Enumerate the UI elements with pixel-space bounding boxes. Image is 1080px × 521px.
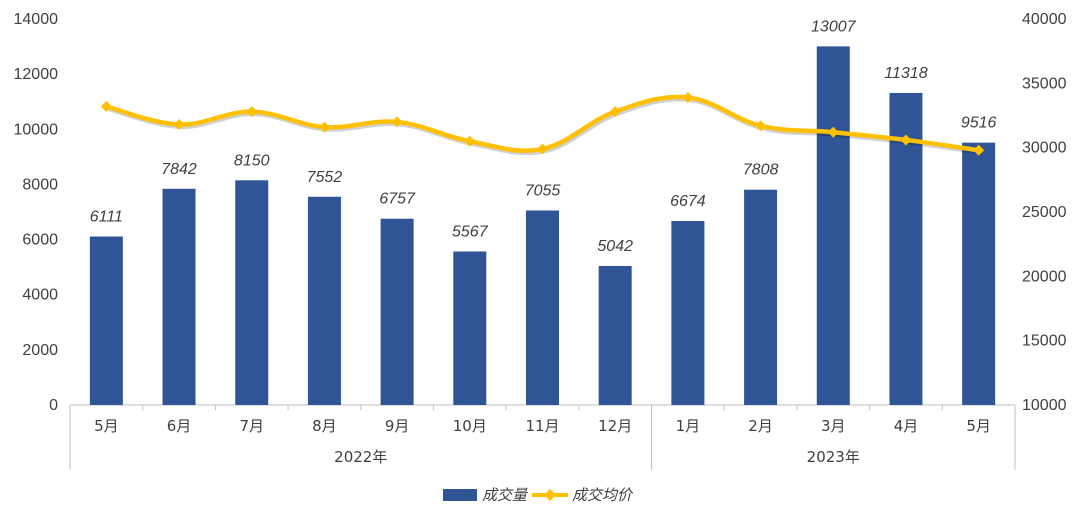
y-left-tick-label: 8000 [22,176,58,193]
x-category-label: 5月 [94,417,119,435]
line-marker [537,143,548,155]
y-left-tick-label: 6000 [22,232,58,249]
y-left-tick-label: 0 [49,397,58,414]
line-marker [973,144,985,156]
group-label: 2022年 [334,448,387,466]
legend-label: 成交量 [482,486,529,504]
bar [89,236,123,405]
x-category-label: 7月 [239,417,264,435]
bar [235,180,269,405]
legend-label: 成交均价 [572,486,634,504]
data-label: 11318 [884,65,927,82]
bar [526,210,559,405]
y-left-tick-label: 14000 [14,11,59,28]
legend-swatch-bar [443,489,477,501]
data-label: 5567 [452,224,489,241]
line-marker [100,100,112,112]
x-category-label: 2月 [748,417,773,435]
bar [453,251,487,405]
x-category-label: 3月 [821,417,846,435]
y-right-tick-label: 25000 [1022,204,1067,221]
line-marker [682,91,694,103]
x-category-label: 4月 [894,417,919,435]
x-category-label: 12月 [598,417,632,435]
y-left-tick-label: 12000 [14,66,59,83]
data-label: 7055 [525,182,561,199]
line-marker [900,134,912,146]
y-right-tick-label: 30000 [1022,140,1067,157]
bar [962,142,996,405]
data-label: 7808 [743,162,779,179]
data-label: 6757 [379,191,416,208]
y-left-tick-label: 4000 [22,287,58,304]
y-left-tick-label: 2000 [22,342,58,359]
bar [671,220,705,405]
bar-series [89,46,996,406]
data-label: 6674 [670,193,706,210]
line-marker [755,120,767,132]
bar [598,265,632,405]
line-series [100,91,985,156]
axes: 0 2000 4000 6000 8000 10000 12000 14000 10000 150… [14,11,1067,470]
data-label: 7552 [307,169,343,186]
group-label: 2023年 [807,448,860,466]
bar [380,218,414,405]
x-category-label: 6月 [167,417,192,435]
x-category-label: 5月 [966,417,991,435]
line-marker [827,126,839,138]
line-marker [318,121,330,133]
x-category-label: 8月 [312,417,337,435]
x-category-label: 1月 [676,417,701,435]
line-marker [173,119,185,131]
line-marker [246,106,258,118]
data-label: 7842 [161,161,197,178]
y-right-tick-label: 35000 [1022,75,1067,92]
legend: 成交量 成交均价 [443,486,634,504]
bar [744,189,778,405]
data-label: 13007 [811,18,857,35]
line-marker [391,116,403,128]
data-label: 9516 [961,115,997,132]
y-right-tick-label: 10000 [1022,397,1067,414]
x-category-label: 9月 [385,417,410,435]
data-labels: 6111 7842 8150 7552 6757 5567 7055 5042 6674 7808… [90,18,997,255]
bar [162,188,196,405]
x-category-label: 10月 [453,417,487,435]
line-marker [609,106,621,118]
x-category-label: 11月 [525,417,559,435]
legend-swatch-marker [544,489,556,501]
bar [816,46,850,406]
y-right-tick-label: 40000 [1022,11,1067,28]
y-left-tick-label: 10000 [14,121,59,138]
bar [307,196,341,405]
data-label: 6111 [90,209,123,226]
data-label: 5042 [597,238,633,255]
y-right-tick-label: 15000 [1022,333,1067,350]
data-label: 8150 [234,152,270,169]
line-marker [464,135,476,147]
y-right-tick-label: 20000 [1022,268,1067,285]
